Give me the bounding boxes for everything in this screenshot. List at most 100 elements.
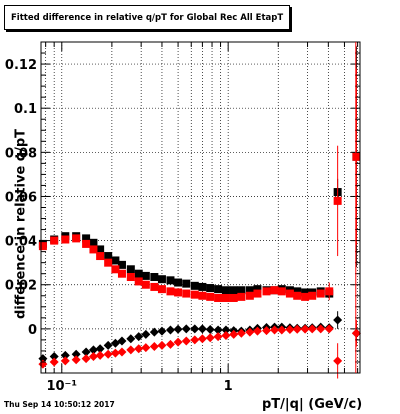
data-point [205,333,215,343]
data-point [134,277,143,286]
data-point [245,327,255,337]
data-point [111,265,120,274]
data-point [166,276,175,285]
data-point [60,350,70,360]
data-point [141,329,151,339]
data-point [307,324,317,334]
data-point [292,324,302,334]
data-point [181,336,191,346]
data-point [117,260,126,269]
y-axis-label: difference in relative q/pT [13,128,29,320]
data-point [82,234,91,243]
data-point [165,339,175,349]
data-point [81,354,91,364]
data-point [89,245,98,254]
data-point [117,347,127,357]
series-4 [38,320,361,379]
data-point [277,325,287,335]
data-point [300,324,310,334]
chart-title-box: Fitted difference in relative q/pT for G… [4,5,291,30]
data-point [277,287,286,296]
data-point [150,273,159,282]
data-point [173,337,183,347]
data-point [270,286,279,295]
data-point [316,324,326,334]
data-point [49,351,59,361]
tick-labels: 0 0.02 0.04 0.06 0.08 0.1 0.12 10⁻¹ 1 [5,58,233,394]
data-point [229,293,238,302]
x-tick-label: 10⁻¹ [46,379,77,394]
data-point [71,349,81,359]
y-tick-label: 0.06 [5,190,37,205]
data-point [293,291,302,300]
y-tick-label: 0 [28,323,37,338]
data-point [197,324,207,334]
data-point [252,326,262,336]
data-point [301,288,310,297]
data-point [82,239,91,248]
data-point [206,292,215,301]
data-point [95,344,105,354]
data-point [71,355,81,365]
data-point [165,325,175,335]
data-point [134,269,143,278]
data-point [134,332,144,342]
data-point [117,336,127,346]
chart-title: Fitted difference in relative q/pT for G… [11,12,284,23]
y-tick-label: 0.1 [14,102,37,117]
data-point [181,324,191,334]
data-point [95,350,105,360]
data-point [49,357,59,367]
data-point [245,286,254,295]
data-point [285,325,295,335]
data-point [174,288,183,297]
data-point [333,356,343,366]
data-point [96,252,105,261]
data-point [104,252,113,261]
data-point [157,326,167,336]
data-point [236,328,246,338]
data-point [214,293,223,302]
data-point [81,347,91,357]
data-point [182,289,191,298]
data-point [197,334,207,344]
data-point [89,238,98,247]
data-point [110,348,120,358]
data-point [103,340,113,350]
data-point [198,291,207,300]
data-point [150,282,159,291]
data-point [237,292,246,301]
data-point [301,292,310,301]
data-point [96,245,105,254]
data-point [134,344,144,354]
data-point [205,325,215,335]
data-point [141,343,151,353]
series-1 [38,46,361,298]
data-point [126,345,136,355]
data-point [293,287,302,296]
x-tick-label: 1 [224,379,233,394]
data-point [149,327,159,337]
data-point [324,324,334,334]
data-point [229,286,238,295]
data-point [253,285,262,294]
data-point [88,345,98,355]
data-point [190,324,200,334]
data-point [352,152,361,161]
data-point [262,287,271,296]
series-2 [38,68,361,302]
data-point [117,269,126,278]
data-point [157,285,166,294]
data-point [229,329,239,339]
data-point [190,281,199,290]
data-point [38,359,48,369]
y-tick-label: 0.08 [5,146,37,161]
data-point [221,330,231,340]
data-point [166,287,175,296]
data-point [285,289,294,298]
data-point [351,328,361,338]
data-point [190,335,200,345]
data-point [174,278,183,287]
data-point [237,286,246,295]
data-point [333,196,342,205]
